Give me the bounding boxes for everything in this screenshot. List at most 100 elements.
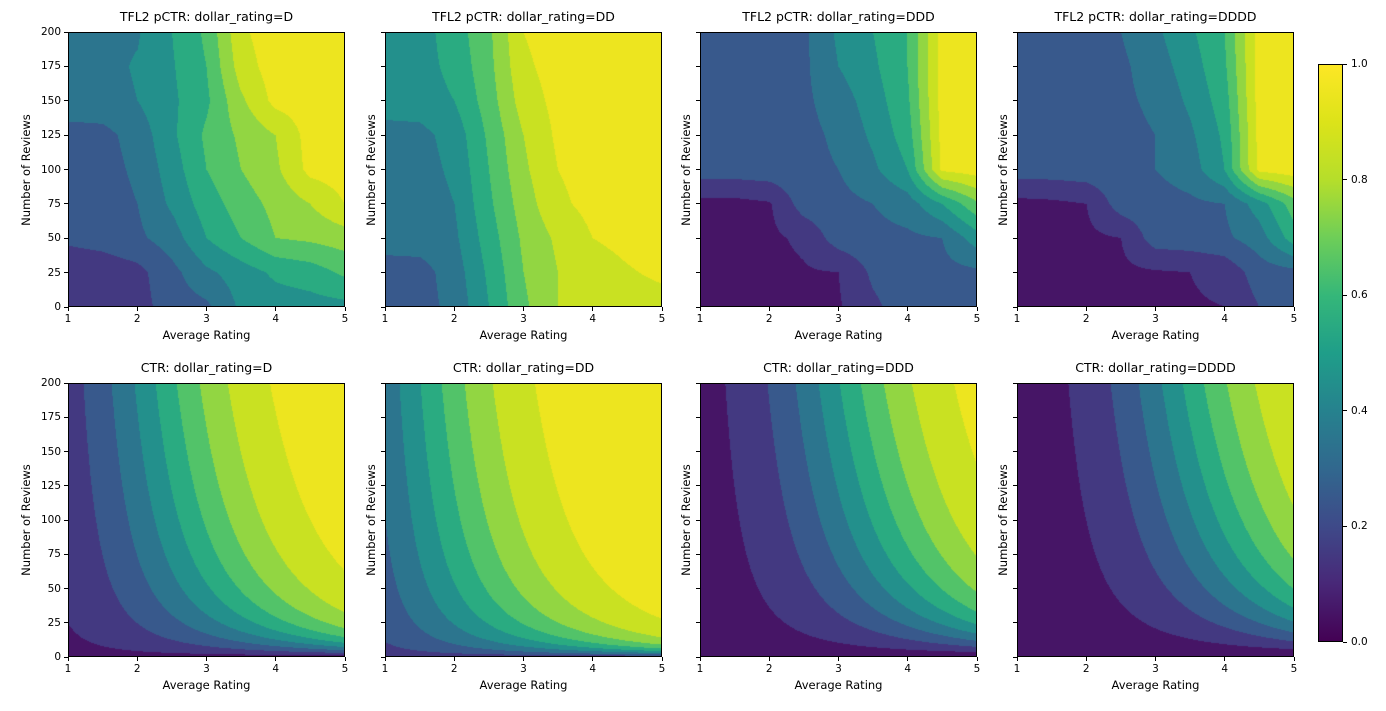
x-tick-mark [1155,307,1156,311]
y-tick-mark [696,31,700,33]
x-tick-mark [384,657,386,661]
y-tick-mark [381,451,385,452]
y-tick-mark [1013,519,1017,521]
x-tick-mark [344,657,346,661]
x-tick-mark [661,307,663,311]
x-tick-mark [384,307,386,311]
y-tick-mark [381,656,385,658]
x-axis-label: Average Rating [479,328,568,342]
y-tick-label: 50 [47,582,61,595]
y-tick-mark [64,382,68,384]
contour-canvas-tfl2-ddd [700,32,977,307]
x-tick-label: 4 [1221,663,1229,675]
y-tick-mark [64,485,68,487]
x-tick-label: 4 [904,663,912,675]
y-axis-label: Number of Reviews [679,113,693,226]
plot-title: CTR: dollar_rating=D [140,360,273,375]
x-tick-mark [275,307,277,311]
x-tick-label: 3 [1152,313,1159,325]
x-tick-mark [523,307,524,311]
y-tick-label: 50 [47,232,61,245]
x-tick-label: 1 [696,313,704,325]
x-tick-mark [1016,307,1018,311]
x-tick-mark [838,307,839,311]
x-tick-mark [907,307,909,311]
x-tick-label: 4 [272,663,280,675]
x-tick-mark [976,657,978,661]
x-tick-label: 3 [1152,663,1159,675]
x-tick-mark [1085,657,1087,661]
x-tick-mark [1224,657,1226,661]
y-tick-label: 0 [54,301,61,313]
y-tick-mark [696,134,700,136]
colorbar-tick-label: 0.2 [1351,520,1368,533]
x-tick-label: 2 [765,663,773,675]
y-tick-mark [381,622,385,624]
x-tick-mark [592,657,594,661]
y-tick-mark [1013,622,1017,624]
x-axis-label: Average Rating [794,678,883,692]
colorbar-tick-label: 0.8 [1351,173,1368,186]
x-tick-label: 2 [133,663,141,675]
y-tick-mark [696,100,700,102]
plot-title: TFL2 pCTR: dollar_rating=DDD [742,9,935,24]
y-axis-label: Number of Reviews [364,113,378,226]
subplot-tfl2-pctr-dddd: TFL2 pCTR: dollar_rating=DDDD Average Ra… [996,9,1297,342]
y-tick-mark [1013,485,1017,487]
y-tick-mark [381,100,385,102]
y-tick-label: 25 [47,266,61,279]
y-tick-mark [696,203,700,205]
x-tick-mark [275,657,277,661]
x-tick-label: 1 [381,313,389,325]
y-tick-mark [1013,31,1017,33]
y-tick-mark [64,416,68,418]
colorbar-tick-mark [1343,294,1347,296]
x-tick-label: 1 [1013,663,1021,675]
colorbar-tick-mark [1343,63,1347,65]
colorbar-tick-label: 0.6 [1351,289,1368,302]
contour-canvas-ctr-dd [385,383,662,657]
x-tick-mark [768,657,770,661]
y-tick-mark [381,588,385,589]
colorbar-tick-label: 1.0 [1351,58,1368,70]
y-tick-mark [64,31,68,33]
y-tick-mark [1013,306,1017,308]
y-tick-label: 125 [40,129,61,142]
x-tick-mark [453,307,455,311]
y-tick-mark [1013,134,1017,136]
y-tick-label: 175 [40,60,61,73]
y-tick-mark [1013,100,1017,102]
y-tick-mark [64,100,68,102]
y-tick-label: 100 [40,514,61,526]
x-tick-label: 5 [973,663,981,675]
y-tick-mark [696,656,700,658]
x-tick-mark [661,657,663,661]
y-tick-mark [64,272,68,274]
y-tick-label: 75 [47,548,61,561]
y-axis-label: Number of Reviews [679,464,693,576]
x-tick-mark [67,307,69,311]
subplot-ctr-ddd: CTR: dollar_rating=DDD Average Rating Nu… [679,360,980,692]
y-tick-mark [696,306,700,308]
x-tick-mark [453,657,455,661]
y-tick-mark [64,451,68,452]
y-tick-mark [381,237,385,239]
colorbar-tick-mark [1343,410,1347,412]
x-tick-mark [67,657,69,661]
colorbar-tick-mark [1343,641,1347,643]
y-tick-mark [696,553,700,555]
y-tick-mark [381,31,385,33]
x-tick-label: 3 [835,313,842,325]
x-tick-label: 1 [696,663,704,675]
x-tick-label: 3 [835,663,842,675]
x-axis-label: Average Rating [162,328,251,342]
x-tick-label: 4 [904,313,912,325]
subplot-ctr-dddd: CTR: dollar_rating=DDDD Average Rating N… [996,360,1297,692]
y-tick-mark [696,588,700,589]
y-tick-label: 100 [40,163,61,176]
y-tick-mark [381,553,385,555]
plot-title: CTR: dollar_rating=DDDD [1075,360,1236,375]
x-tick-mark [523,657,524,661]
y-tick-label: 0 [54,651,61,663]
